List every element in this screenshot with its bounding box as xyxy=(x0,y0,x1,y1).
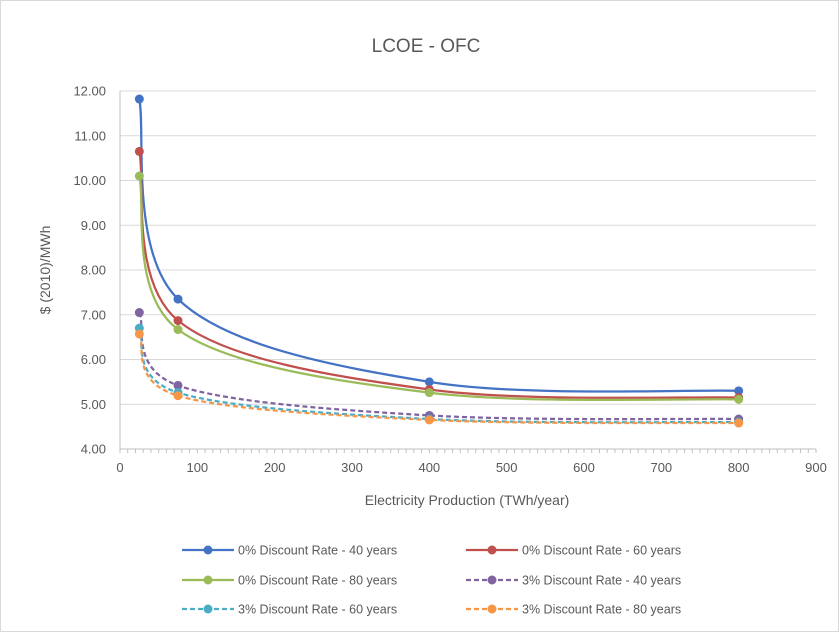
x-tick-label: 200 xyxy=(264,460,286,475)
x-tick-label: 100 xyxy=(186,460,208,475)
y-tick-label: 7.00 xyxy=(81,307,106,322)
series-line xyxy=(138,151,739,399)
x-tick-label: 400 xyxy=(418,460,440,475)
y-axis-title: $ (2010)/MWh xyxy=(37,226,53,315)
data-point xyxy=(134,146,144,156)
x-tick-label: 800 xyxy=(728,460,750,475)
x-tick-label: 500 xyxy=(496,460,518,475)
data-point xyxy=(173,316,183,326)
data-point xyxy=(734,386,744,396)
series-line xyxy=(138,333,739,425)
series-line xyxy=(138,327,739,424)
y-tick-label: 5.00 xyxy=(81,397,106,412)
legend-label: 3% Discount Rate - 80 years xyxy=(522,603,681,617)
series-layer xyxy=(134,94,744,428)
legend-label: 3% Discount Rate - 60 years xyxy=(238,603,397,617)
data-point xyxy=(424,377,434,387)
data-point xyxy=(734,418,744,428)
y-tick-label: 8.00 xyxy=(81,263,106,278)
x-axis-title: Electricity Production (TWh/year) xyxy=(365,492,570,508)
data-point xyxy=(424,415,434,425)
legend-marker xyxy=(487,575,497,585)
data-point xyxy=(134,308,144,318)
x-tick-label: 900 xyxy=(805,460,827,475)
legend-label: 0% Discount Rate - 40 years xyxy=(238,544,397,558)
legend-marker xyxy=(203,575,213,585)
legend: 0% Discount Rate - 40 years 0% Discount R… xyxy=(182,544,681,617)
x-tick-label: 600 xyxy=(573,460,595,475)
axes xyxy=(119,91,817,453)
y-tick-label: 11.00 xyxy=(74,128,106,143)
data-point xyxy=(173,380,183,390)
chart-title: LCOE - OFC xyxy=(372,36,481,57)
data-point xyxy=(734,394,744,404)
legend-label: 0% Discount Rate - 80 years xyxy=(238,574,397,588)
data-point xyxy=(173,391,183,401)
x-tick-label: 300 xyxy=(341,460,363,475)
legend-label: 3% Discount Rate - 40 years xyxy=(522,574,681,588)
legend-marker xyxy=(203,545,213,555)
gridlines xyxy=(120,90,816,405)
y-tick-label: 12.00 xyxy=(73,84,106,99)
data-point xyxy=(134,94,144,104)
data-point xyxy=(134,329,144,339)
series-line xyxy=(138,311,739,421)
y-tick-label: 10.00 xyxy=(73,173,106,188)
x-tick-labels: 0 100 200 300 400 500 600 700 800 900 xyxy=(116,460,826,475)
series-line xyxy=(138,175,739,402)
data-point xyxy=(173,294,183,304)
legend-marker xyxy=(487,545,497,555)
y-tick-label: 9.00 xyxy=(81,218,106,233)
data-point xyxy=(173,325,183,335)
series-line xyxy=(138,98,739,393)
y-tick-label: 6.00 xyxy=(81,352,106,367)
x-tick-label: 0 xyxy=(116,460,123,475)
legend-marker xyxy=(203,604,213,614)
x-tick-label: 700 xyxy=(650,460,672,475)
legend-marker xyxy=(487,604,497,614)
y-tick-labels: 4.00 5.00 6.00 7.00 8.00 9.00 10.00 11.00 12.00 xyxy=(73,84,106,457)
y-tick-label: 4.00 xyxy=(81,442,106,457)
data-point xyxy=(424,388,434,398)
legend-label: 0% Discount Rate - 60 years xyxy=(522,544,681,558)
data-point xyxy=(134,171,144,181)
